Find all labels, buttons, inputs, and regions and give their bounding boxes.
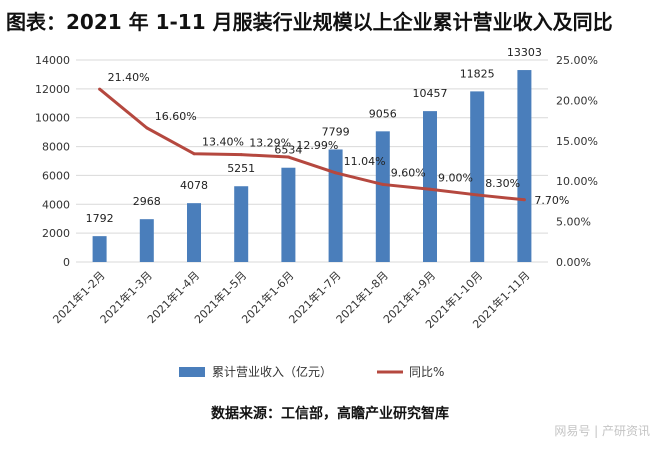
- y-left-tick-label: 8000: [42, 141, 70, 154]
- bar-value-label: 7799: [322, 125, 350, 138]
- bar: [517, 70, 532, 262]
- watermark: 网易号 | 产研资讯: [554, 424, 650, 438]
- legend: 累计营业收入（亿元） 同比%: [179, 364, 444, 379]
- legend-swatch-bar: [179, 367, 205, 377]
- line-value-label: 13.29%: [249, 137, 291, 150]
- bar: [234, 186, 249, 262]
- bar-value-label: 4078: [180, 179, 208, 192]
- chart-title: 图表：2021 年 1-11 月服装行业规模以上企业累计营业收入及同比: [6, 10, 613, 34]
- legend-label-line: 同比%: [409, 365, 444, 379]
- legend-label-bar: 累计营业收入（亿元）: [212, 364, 332, 379]
- bar: [328, 149, 343, 262]
- line-value-label: 7.70%: [534, 194, 569, 207]
- bar-value-label: 10457: [413, 87, 448, 100]
- line-value-label: 8.30%: [485, 177, 520, 190]
- line-point: [145, 126, 149, 130]
- line-point: [522, 198, 526, 202]
- line-value-label: 16.60%: [155, 110, 197, 123]
- line-point: [239, 153, 243, 157]
- bar-value-label: 1792: [86, 212, 114, 225]
- bar-value-label: 6534: [274, 144, 302, 157]
- bar: [423, 111, 437, 263]
- y-right-tick-label: 10.00%: [556, 175, 598, 188]
- y-right-tick-label: 25.00%: [556, 54, 598, 67]
- y-left-tick-label: 6000: [42, 169, 70, 182]
- line-point: [381, 182, 385, 186]
- bar: [139, 219, 154, 262]
- bar: [470, 91, 485, 262]
- bar-value-label: 5251: [227, 162, 255, 175]
- line-point: [98, 87, 102, 91]
- bar: [187, 203, 201, 262]
- y-right-tick-label: 5.00%: [556, 216, 591, 229]
- gridlines: [76, 59, 548, 263]
- y-right-tick-label: 15.00%: [556, 135, 598, 148]
- y-right-tick-label: 20.00%: [556, 94, 598, 107]
- y-left-tick-label: 2000: [42, 227, 70, 240]
- line-value-label: 9.00%: [438, 171, 473, 184]
- line-value-label: 12.99%: [296, 139, 338, 152]
- line-value-label: 13.40%: [202, 136, 244, 149]
- bar-series: 1792 2968 4078 5251 6534 7799 9056 10457 11825 13…: [86, 46, 542, 263]
- y-left-tick-label: 14000: [35, 54, 70, 67]
- y-left-tick-label: 12000: [35, 83, 70, 96]
- line-value-label: 21.40%: [108, 71, 150, 84]
- bar-value-label: 13303: [507, 46, 542, 59]
- line-point: [192, 152, 196, 156]
- y-left-tick-label: 0: [63, 256, 70, 269]
- line-point: [475, 193, 479, 197]
- line-point: [428, 187, 432, 191]
- bar: [281, 167, 296, 262]
- line-path: [98, 87, 525, 202]
- bar: [92, 236, 107, 262]
- line-value-label: 9.60%: [391, 166, 426, 179]
- line-value-label: 11.04%: [344, 155, 386, 168]
- right-axis: 0.00% 5.00% 10.00% 15.00% 20.00% 25.00%: [556, 54, 598, 269]
- line-point: [286, 155, 290, 159]
- y-right-tick-label: 0.00%: [556, 256, 591, 269]
- left-axis: 0 2000 4000 6000 8000 10000 12000 14000: [35, 54, 70, 269]
- y-left-tick-label: 4000: [42, 198, 70, 211]
- bar-value-label: 2968: [133, 195, 161, 208]
- bar: [375, 131, 390, 262]
- y-left-tick-label: 10000: [35, 112, 70, 125]
- line-point: [334, 171, 338, 175]
- bar-value-label: 11825: [460, 67, 495, 80]
- bar-value-label: 9056: [369, 107, 397, 120]
- data-source: 数据来源：工信部，高瞻产业研究智库: [211, 406, 449, 422]
- line-series: 21.40% 16.60% 13.40% 13.29% 12.99% 11.04% 9.60…: [98, 71, 569, 207]
- x-axis: 2021年1-2月2021年1-3月2021年1-4月2021年1-5月2021…: [50, 268, 533, 331]
